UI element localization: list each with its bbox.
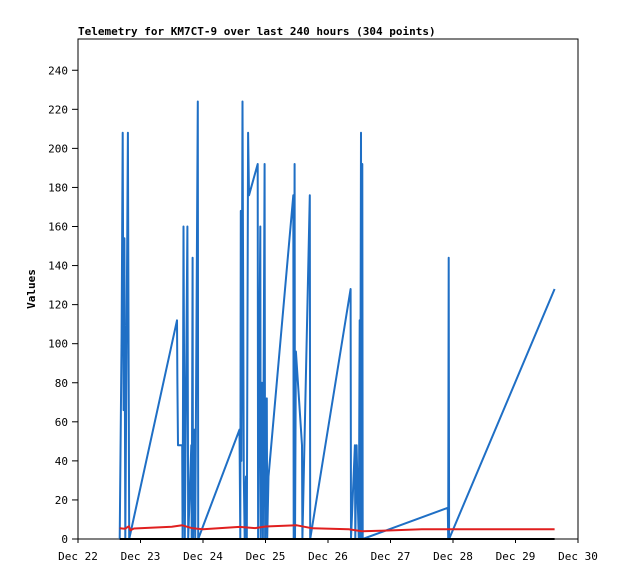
y-tick-label: 180 bbox=[48, 181, 68, 194]
series-red-line bbox=[119, 524, 555, 533]
y-tick-label: 0 bbox=[61, 533, 68, 546]
series-layer bbox=[118, 100, 556, 540]
y-tick-label: 200 bbox=[48, 142, 68, 155]
x-tick-label: Dec 23 bbox=[121, 550, 161, 563]
x-tick-label: Dec 30 bbox=[558, 550, 598, 563]
y-tick-label: 160 bbox=[48, 221, 68, 234]
y-tick-label: 220 bbox=[48, 103, 68, 116]
x-tick-label: Dec 26 bbox=[308, 550, 348, 563]
x-tick-label: Dec 29 bbox=[496, 550, 536, 563]
x-tick-label: Dec 28 bbox=[433, 550, 473, 563]
y-axis-label: Values bbox=[25, 269, 38, 309]
y-tick-label: 240 bbox=[48, 64, 68, 77]
series-blue-line bbox=[118, 100, 556, 540]
y-tick-label: 140 bbox=[48, 260, 68, 273]
x-tick-label: Dec 25 bbox=[246, 550, 286, 563]
y-tick-label: 40 bbox=[55, 455, 68, 468]
y-tick-label: 100 bbox=[48, 338, 68, 351]
chart-title: Telemetry for KM7CT-9 over last 240 hour… bbox=[78, 25, 436, 38]
y-tick-label: 120 bbox=[48, 299, 68, 312]
x-axis-ticks: Dec 22 Dec 23 Dec 24 Dec 25 Dec 26 Dec 27 Dec … bbox=[58, 539, 598, 563]
y-tick-label: 80 bbox=[55, 377, 68, 390]
x-tick-label: Dec 27 bbox=[371, 550, 411, 563]
x-tick-label: Dec 24 bbox=[183, 550, 223, 563]
plot-frame bbox=[77, 38, 579, 540]
y-tick-label: 60 bbox=[55, 416, 68, 429]
x-tick-label: Dec 22 bbox=[58, 550, 98, 563]
y-tick-label: 20 bbox=[55, 494, 68, 507]
y-axis-ticks: 0 20 40 60 80 100 120 140 160 180 200 220 240 bbox=[48, 64, 78, 546]
